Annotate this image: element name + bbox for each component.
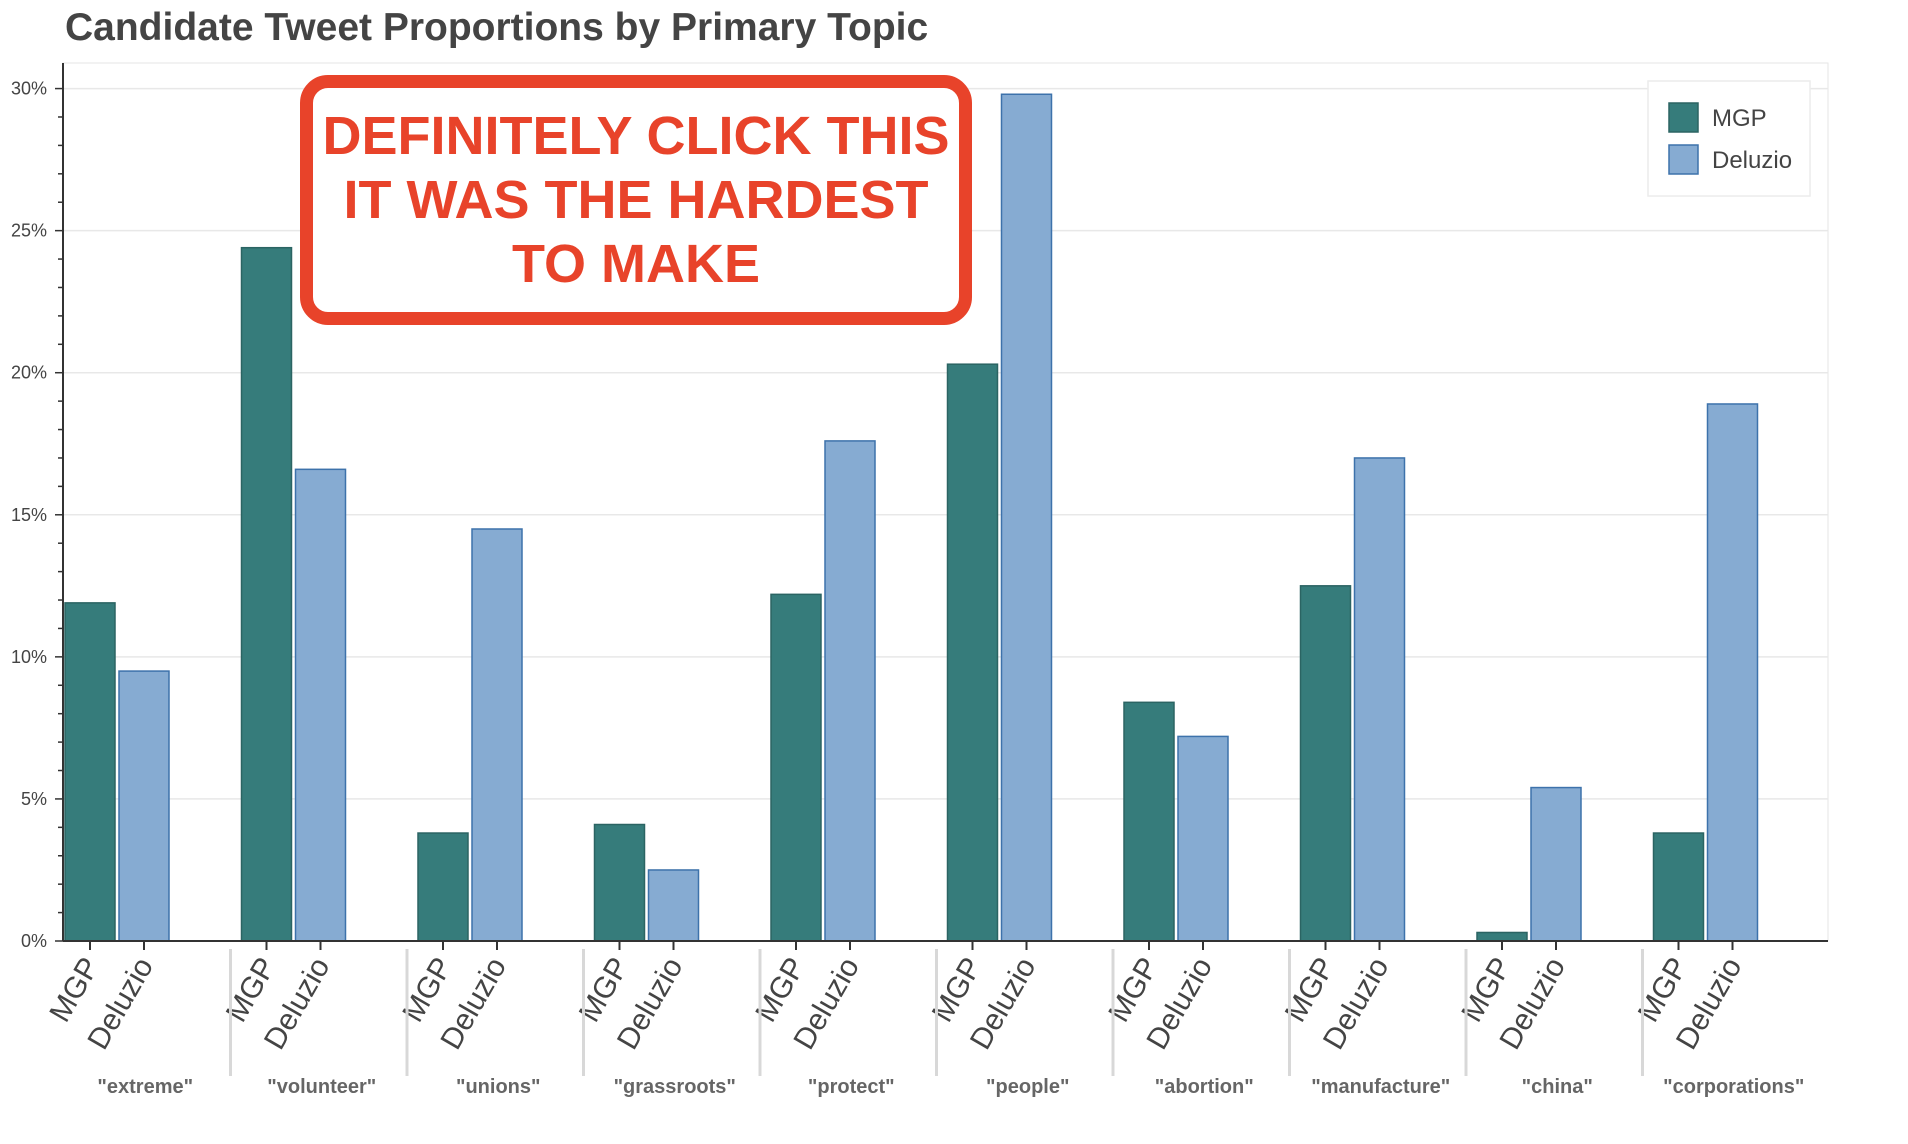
bar-deluzio-7[interactable] bbox=[1353, 457, 1406, 942]
x-group-label: "unions" bbox=[456, 1076, 541, 1098]
legend: MGP Deluzio bbox=[1647, 80, 1811, 197]
y-tick-label: 5% bbox=[21, 789, 47, 809]
bar-deluzio-5[interactable] bbox=[1000, 93, 1053, 942]
annotation-callout: DEFINITELY CLICK THIS IT WAS THE HARDEST… bbox=[300, 75, 972, 325]
x-group-label: "extreme" bbox=[97, 1076, 193, 1098]
bar-mgp-1[interactable] bbox=[240, 246, 293, 942]
bar-mgp-5[interactable] bbox=[946, 363, 999, 942]
y-tick-label: 0% bbox=[21, 931, 47, 951]
x-group-label: "manufacture" bbox=[1311, 1076, 1450, 1098]
y-tick-label: 20% bbox=[11, 363, 47, 383]
bar-deluzio-3[interactable] bbox=[647, 869, 700, 942]
bar-deluzio-1[interactable] bbox=[294, 468, 347, 942]
chart-title: Candidate Tweet Proportions by Primary T… bbox=[65, 6, 929, 49]
bar-deluzio-8[interactable] bbox=[1530, 786, 1582, 942]
bar-mgp-7[interactable] bbox=[1299, 585, 1352, 942]
legend-swatch-mgp bbox=[1668, 102, 1699, 133]
y-tick-label: 15% bbox=[11, 505, 47, 525]
bar-mgp-0[interactable] bbox=[64, 602, 116, 942]
bar-deluzio-4[interactable] bbox=[824, 440, 876, 942]
bar-mgp-8[interactable] bbox=[1476, 931, 1528, 942]
bar-mgp-6[interactable] bbox=[1123, 701, 1175, 942]
legend-label-deluzio: Deluzio bbox=[1712, 147, 1792, 174]
bar-deluzio-0[interactable] bbox=[118, 670, 170, 942]
annotation-text: DEFINITELY CLICK THIS IT WAS THE HARDEST… bbox=[322, 106, 950, 294]
bar-mgp-3[interactable] bbox=[593, 823, 646, 942]
legend-swatch-deluzio bbox=[1668, 144, 1699, 175]
bar-mgp-2[interactable] bbox=[417, 832, 469, 942]
x-group-label: "volunteer" bbox=[267, 1076, 376, 1098]
bar-deluzio-2[interactable] bbox=[471, 528, 523, 942]
legend-box bbox=[1647, 80, 1811, 197]
x-group-label: "corporations" bbox=[1663, 1076, 1804, 1098]
legend-label-mgp: MGP bbox=[1712, 105, 1767, 132]
x-group-label: "grassroots" bbox=[614, 1076, 736, 1098]
bar-deluzio-6[interactable] bbox=[1177, 735, 1229, 942]
x-group-label: "abortion" bbox=[1155, 1076, 1254, 1098]
y-tick-label: 10% bbox=[11, 647, 47, 667]
x-group-label: "people" bbox=[986, 1076, 1069, 1098]
x-group-label: "china" bbox=[1522, 1076, 1593, 1098]
bars bbox=[64, 93, 1759, 942]
x-group-label: "protect" bbox=[808, 1076, 895, 1098]
bar-mgp-9[interactable] bbox=[1652, 832, 1705, 942]
bar-deluzio-9[interactable] bbox=[1706, 403, 1759, 942]
y-tick-label: 30% bbox=[11, 79, 47, 99]
y-tick-label: 25% bbox=[11, 221, 47, 241]
bar-mgp-4[interactable] bbox=[770, 593, 822, 942]
